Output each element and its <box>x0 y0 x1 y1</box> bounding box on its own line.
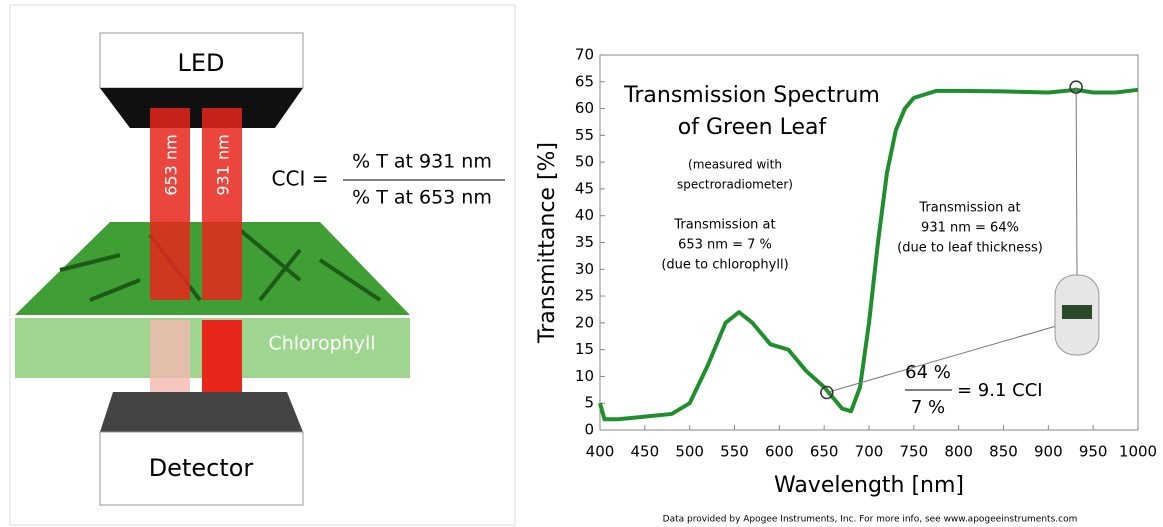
plot-area <box>599 54 1139 431</box>
layer-label: Chlorophyll <box>268 333 375 355</box>
annotation: Transmission at <box>673 218 775 233</box>
y-tick-label: 45 <box>575 179 594 197</box>
y-tick-label: 55 <box>575 126 594 144</box>
y-tick-label: 40 <box>575 206 594 224</box>
annotation: 931 nm = 64% <box>921 221 1019 236</box>
ratio: 64 % <box>905 362 951 383</box>
x-tick-label: 800 <box>944 443 973 461</box>
chart-subtitle: spectroradiometer) <box>677 178 793 192</box>
device-screen <box>1062 305 1092 319</box>
annotation: Transmission at <box>918 201 1020 216</box>
led-label: LED <box>177 49 224 77</box>
connector <box>826 319 1078 393</box>
annotation: 653 nm = 7 % <box>678 238 772 253</box>
x-tick-label: 1000 <box>1119 443 1157 461</box>
highlight-point <box>1069 80 1083 94</box>
detector-top <box>100 392 303 432</box>
x-tick-label: 500 <box>675 443 704 461</box>
chart-title: Transmission Spectrum <box>623 83 880 108</box>
ratio: = 9.1 CCI <box>957 380 1043 401</box>
y-tick-label: 10 <box>575 367 594 385</box>
chart-subtitle: (measured with <box>688 158 782 172</box>
ratio: 7 % <box>911 397 945 418</box>
y-tick-label: 15 <box>575 340 594 358</box>
beam-label: 931 nm <box>214 134 233 195</box>
x-tick-label: 700 <box>855 443 884 461</box>
x-tick-label: 950 <box>1079 443 1108 461</box>
y-tick-label: 5 <box>584 394 594 412</box>
led-box <box>99 32 304 89</box>
x-tick-label: 900 <box>1034 443 1063 461</box>
x-tick-label: 750 <box>900 443 929 461</box>
detector-box <box>99 431 304 506</box>
y-tick-label: 0 <box>584 421 594 439</box>
detector-label: Detector <box>149 454 254 482</box>
y-tick-label: 35 <box>575 233 594 251</box>
y-tick-label: 65 <box>575 72 594 90</box>
beam <box>202 108 242 300</box>
led-base <box>100 88 303 128</box>
x-tick-label: 400 <box>586 443 615 461</box>
y-tick-label: 60 <box>575 99 594 117</box>
y-tick-label: 70 <box>575 46 594 64</box>
footer: Data provided by Apogee Instruments, Inc… <box>663 515 1078 525</box>
x-tick-label: 650 <box>810 443 839 461</box>
y-tick-label: 30 <box>575 260 594 278</box>
spectrum-line <box>598 87 1139 422</box>
highlight-point <box>820 385 834 400</box>
beam-label: 653 nm <box>162 134 181 195</box>
formula: % T at 931 nm <box>352 151 492 173</box>
formula: CCI = <box>272 167 329 191</box>
y-tick-label: 25 <box>575 287 594 305</box>
beam <box>150 108 190 300</box>
x-tick-label: 550 <box>720 443 749 461</box>
formula: % T at 653 nm <box>352 187 492 209</box>
chart: 400 450 500 550 600 650 700 750 800 850 900 950 1000… <box>535 46 1157 525</box>
y-tick-label: 50 <box>575 153 594 171</box>
connector <box>1075 87 1078 276</box>
x-axis-label: Wavelength [nm] <box>774 473 964 498</box>
x-tick-label: 600 <box>765 443 794 461</box>
annotation: (due to chlorophyll) <box>661 258 788 273</box>
x-tick-label: 850 <box>989 443 1018 461</box>
y-axis-label: Transmittance [%] <box>535 142 560 344</box>
annotation: (due to leaf thickness) <box>897 241 1043 256</box>
x-tick-label: 450 <box>631 443 660 461</box>
chart-title: of Green Leaf <box>678 115 828 140</box>
y-tick-label: 20 <box>575 313 594 331</box>
